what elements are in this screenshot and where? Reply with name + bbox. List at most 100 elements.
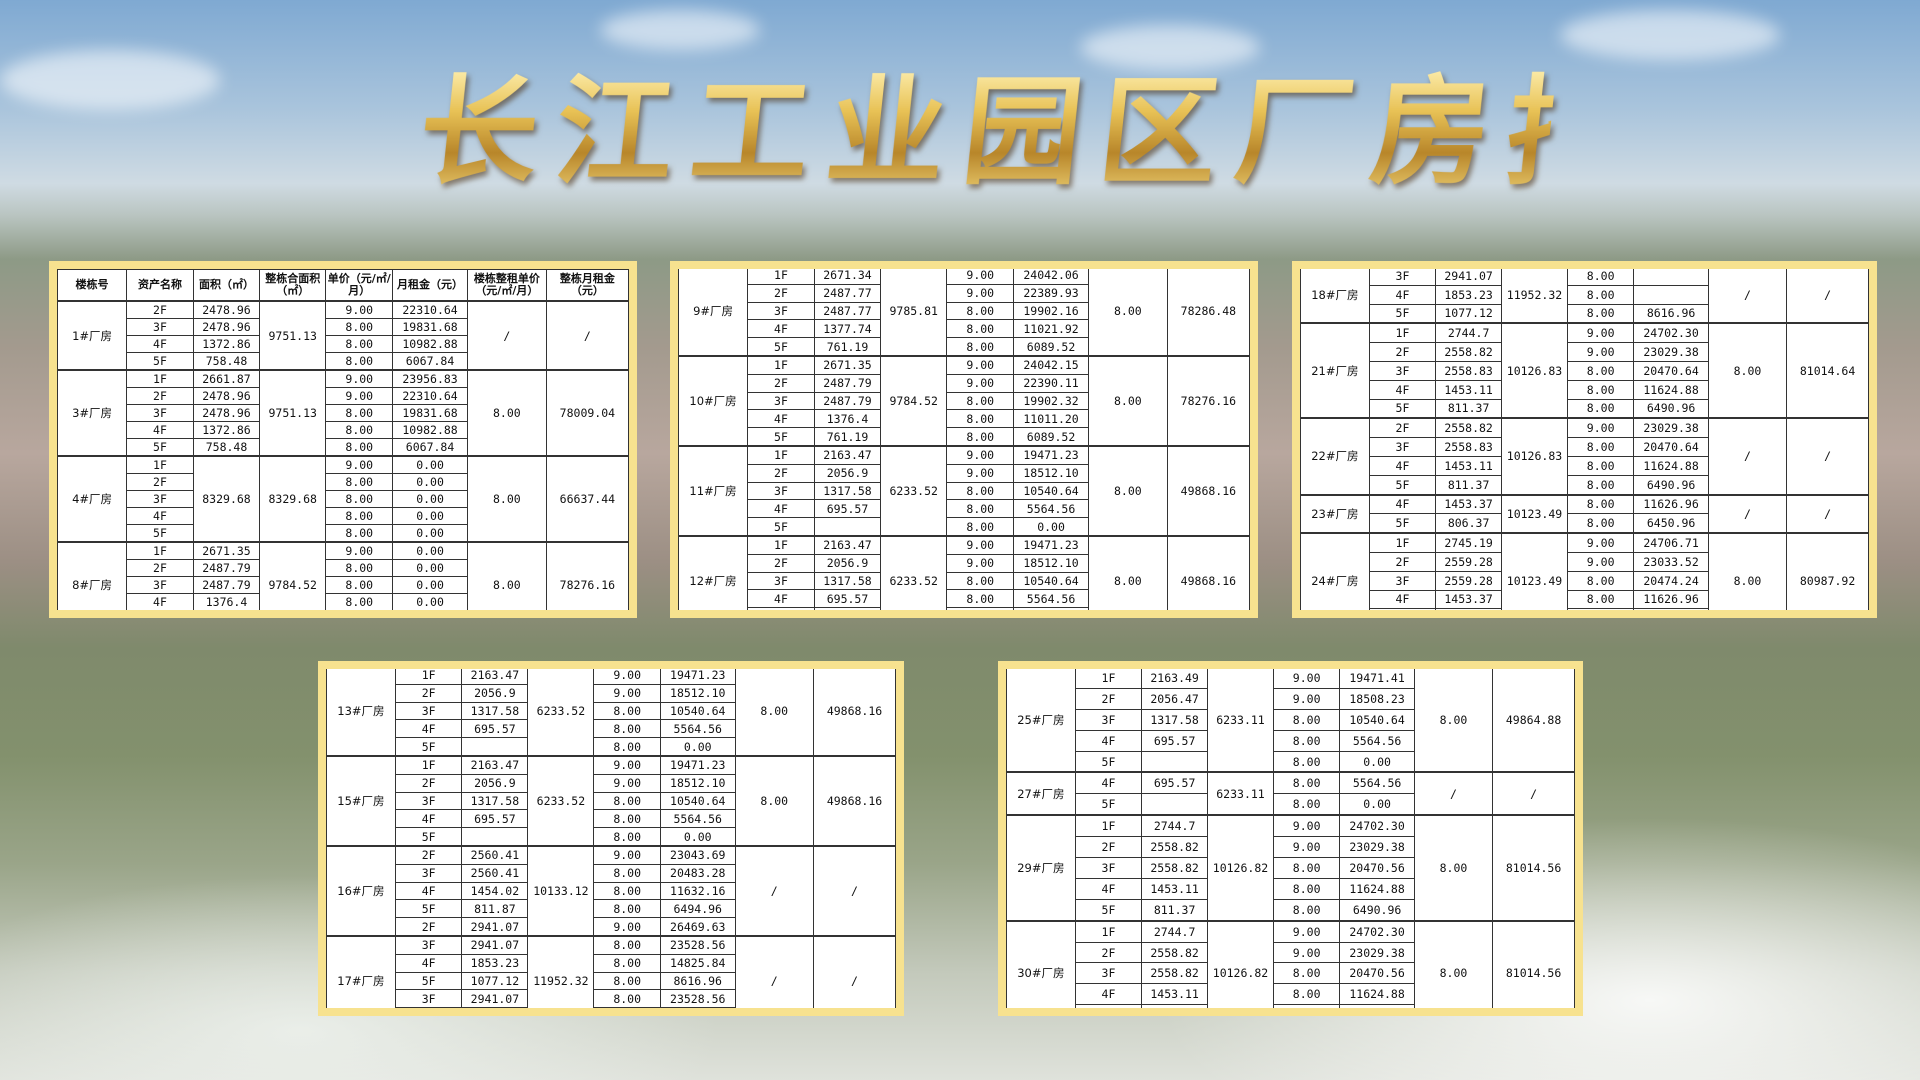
area-cell: 2941.07 xyxy=(461,934,529,955)
area-cell: 2487.79 xyxy=(192,559,261,577)
unit-price-cell: 9.00 xyxy=(946,354,1015,375)
whole-unit-price-cell: 8.00 xyxy=(1087,354,1168,447)
monthly-rent-cell: 10982.88 xyxy=(392,421,468,439)
table-row: 3F 1317.58 8.00 10540.64 xyxy=(679,571,1250,591)
unit-price-cell: 9.00 xyxy=(1272,814,1341,838)
floor-cell: 2F xyxy=(1368,551,1437,572)
monthly-rent-cell: 23033.52 xyxy=(1633,551,1709,572)
whole-monthly-rent-cell: / xyxy=(813,844,896,937)
floor-cell: 3F xyxy=(1368,269,1437,286)
unit-price-cell: 8.00 xyxy=(946,571,1015,591)
area-cell: 2745.19 xyxy=(1435,532,1503,553)
column-header: 面积（㎡） xyxy=(192,269,261,302)
building-name: 18#厂房 xyxy=(1300,269,1370,324)
building-name: 24#厂房 xyxy=(1300,532,1370,610)
area-cell: 1453.11 xyxy=(1141,877,1209,900)
area-cell: 2559.28 xyxy=(1435,551,1503,572)
monthly-rent-cell: 24702.30 xyxy=(1339,814,1415,838)
monthly-rent-cell: 6067.84 xyxy=(392,352,468,371)
floor-cell: 3F xyxy=(394,701,463,721)
table-row: 25#厂房 1F 2163.49 6233.11 9.00 19471.41 8.00 498… xyxy=(1006,669,1575,773)
table-row: 4F 695.57 8.00 5564.56 xyxy=(679,499,1250,519)
unit-price-cell: 8.00 xyxy=(593,827,661,847)
unit-price-cell: 8.00 xyxy=(1272,857,1341,879)
floor-cell: 5F xyxy=(1074,898,1143,922)
unit-price-cell: 8.00 xyxy=(946,409,1015,429)
area-cell: 2558.83 xyxy=(1435,437,1503,457)
floor-cell: 1F xyxy=(126,541,194,560)
unit-price-cell: 8.00 xyxy=(1566,513,1635,534)
monthly-rent-cell: 5564.56 xyxy=(1013,589,1089,609)
building-name: 12#厂房 xyxy=(678,534,749,610)
area-cell: 1372.86 xyxy=(192,421,261,439)
table-row: 4F 8.00 0.00 xyxy=(58,507,629,525)
whole-unit-price-cell: 8.00 xyxy=(1413,814,1494,922)
area-cell: 811.37 xyxy=(1435,398,1503,419)
total-area-cell: 10126.83 xyxy=(1501,322,1568,419)
unit-price-cell: 9.00 xyxy=(593,669,661,685)
area-cell: 1317.58 xyxy=(461,701,529,721)
whole-monthly-rent-cell: 49868.16 xyxy=(1166,444,1250,537)
floor-cell: 4F xyxy=(747,409,815,429)
area-cell: 1377.74 xyxy=(813,319,882,339)
monthly-rent-cell: 0.00 xyxy=(392,576,468,594)
floor-cell: 5F xyxy=(1074,793,1143,816)
table-row: 2F 2478.96 9.00 22310.64 xyxy=(58,387,629,405)
total-area-cell: 10126.83 xyxy=(1501,417,1568,496)
total-area-cell: 6233.11 xyxy=(1207,669,1274,773)
monthly-rent-cell: 6067.84 xyxy=(392,438,468,457)
column-header: 月租金（元） xyxy=(392,269,468,302)
monthly-rent-cell xyxy=(1633,269,1709,286)
floor-cell: 4F xyxy=(1368,284,1437,305)
whole-monthly-rent-cell: / xyxy=(813,934,896,1008)
monthly-rent-cell: 10982.88 xyxy=(392,335,468,353)
whole-unit-price-cell: / xyxy=(1707,417,1788,496)
unit-price-cell: 9.00 xyxy=(946,444,1015,465)
area-cell: 695.57 xyxy=(1141,771,1209,795)
table-row: 3F 2941.07 8.00 23528.56 xyxy=(327,989,896,1008)
total-area-cell: 10126.82 xyxy=(1207,814,1274,922)
table-row: 2F 2487.79 8.00 0.00 xyxy=(58,559,629,577)
monthly-rent-cell: 11624.88 xyxy=(1339,983,1415,1006)
monthly-rent-cell: 22310.64 xyxy=(392,300,468,319)
floor-cell: 5F xyxy=(394,899,463,919)
table-row: 9#厂房 1F 2671.34 9785.81 9.00 24042.06 8.00 7828… xyxy=(678,269,1250,357)
area-cell: 2487.79 xyxy=(813,391,882,411)
table-row: 15#厂房 1F 2163.47 6233.52 9.00 19471.23 8.00 498… xyxy=(326,754,896,847)
whole-monthly-rent-cell: 81014.56 xyxy=(1492,919,1575,1008)
unit-price-cell: 8.00 xyxy=(946,319,1015,339)
unit-price-cell: 8.00 xyxy=(1566,269,1635,286)
area-cell: 2558.82 xyxy=(1141,857,1209,879)
whole-unit-price-cell: 8.00 xyxy=(466,369,547,457)
unit-price-cell: 8.00 xyxy=(593,863,661,883)
unit-price-cell: 8.00 xyxy=(1566,379,1635,400)
unit-price-cell: 8.00 xyxy=(1566,474,1635,496)
total-area-cell: 6233.11 xyxy=(1207,771,1274,816)
whole-unit-price-cell: 8.00 xyxy=(1087,444,1168,537)
floor-cell: 1F xyxy=(747,534,815,555)
cloud xyxy=(1560,10,1780,60)
floor-cell: 2F xyxy=(1074,687,1143,710)
table-row: 2F 2558.82 9.00 23029.38 xyxy=(1007,941,1575,964)
building-name: 30#厂房 xyxy=(1006,919,1076,1008)
monthly-rent-cell: 6089.52 xyxy=(1013,427,1089,447)
floor-cell: 4F xyxy=(747,319,815,339)
table-row: 29#厂房 1F 2744.7 10126.82 9.00 24702.30 8.00 810… xyxy=(1006,814,1575,922)
table-row: 16#厂房 2F 2560.41 10133.12 9.00 23043.69// xyxy=(326,844,896,937)
floor-cell: 1F xyxy=(126,455,194,474)
area-cell: 2558.82 xyxy=(1141,941,1209,964)
total-area-cell: 6233.52 xyxy=(527,669,595,757)
monthly-rent-cell: 19471.23 xyxy=(1013,444,1089,465)
area-cell: 811.37 xyxy=(1141,898,1209,922)
monthly-rent-cell: 23029.38 xyxy=(1339,836,1415,859)
area-cell: 1453.11 xyxy=(1141,983,1209,1006)
floor-cell: 4F xyxy=(1368,455,1437,476)
building-name: 3#厂房 xyxy=(57,369,128,457)
monthly-rent-cell: 0.00 xyxy=(392,473,468,491)
rent-table-panel-3: 18#厂房 3F 2941.07 11952.32 8.00//4F 1853.23 8.0… xyxy=(1292,261,1877,618)
monthly-rent-cell: 6450.96 xyxy=(1633,608,1709,610)
floor-cell: 5F xyxy=(1074,1004,1143,1008)
monthly-rent-cell: 24702.30 xyxy=(1339,919,1415,943)
table-row: 3F 2558.82 8.00 20470.56 xyxy=(1007,962,1575,985)
table-row: 4F 1453.37 8.00 11626.96 xyxy=(1301,589,1869,610)
